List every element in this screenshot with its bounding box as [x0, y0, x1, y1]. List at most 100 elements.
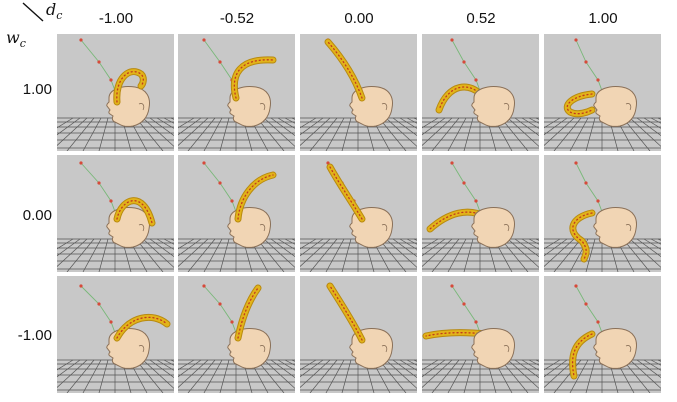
render-cell — [544, 34, 661, 151]
head-model — [227, 207, 271, 248]
control-point — [596, 78, 600, 82]
col-header-4: 0.52 — [466, 10, 496, 27]
control-guide — [450, 161, 483, 218]
floor-grid — [300, 117, 417, 151]
control-point — [97, 302, 101, 306]
floor-grid — [178, 117, 295, 151]
col-header-5: 1.00 — [588, 10, 618, 27]
hair-strand — [230, 56, 277, 102]
control-point — [584, 60, 588, 64]
render-scene — [422, 155, 539, 272]
render-scene — [422, 34, 539, 151]
head-model — [471, 207, 515, 248]
control-point — [596, 199, 600, 203]
render-scene — [57, 155, 174, 272]
hair-strand — [113, 313, 171, 342]
control-point — [596, 320, 600, 324]
head-model — [106, 207, 150, 248]
corner-divider-line — [22, 2, 44, 22]
control-point — [462, 181, 466, 185]
control-guide — [574, 284, 605, 339]
floor-grid — [422, 359, 539, 393]
control-point — [574, 38, 578, 42]
control-point — [474, 78, 478, 82]
control-guide — [574, 38, 605, 97]
head-model — [593, 207, 637, 248]
row-axis-sub: c — [19, 37, 26, 51]
control-point — [109, 320, 113, 324]
render-scene — [178, 276, 295, 393]
render-scene — [544, 155, 661, 272]
hair-strand — [569, 209, 596, 263]
control-guide — [202, 161, 239, 218]
control-point — [218, 60, 222, 64]
render-cell — [544, 155, 661, 272]
control-point — [79, 38, 83, 42]
control-point — [109, 199, 113, 203]
render-cell — [422, 155, 539, 272]
render-scene — [300, 276, 417, 393]
control-point — [474, 199, 478, 203]
render-scene — [300, 155, 417, 272]
control-point — [202, 284, 206, 288]
render-cell — [300, 155, 417, 272]
col-axis-sub: c — [56, 9, 63, 23]
row-label-3: -1.00 — [17, 327, 52, 344]
head-model — [471, 328, 515, 369]
hair-strand — [326, 163, 366, 223]
render-scene — [422, 276, 539, 393]
col-axis-symbol: dc — [46, 0, 62, 22]
head-model — [593, 86, 637, 127]
hair-strand — [326, 282, 366, 344]
control-point — [79, 284, 83, 288]
render-scene — [178, 155, 295, 272]
head-model — [593, 328, 637, 369]
head-model — [106, 86, 150, 127]
render-scene — [544, 34, 661, 151]
control-point — [450, 161, 454, 165]
control-point — [202, 38, 206, 42]
row-axis-symbol: wc — [6, 28, 26, 50]
col-header-1: -1.00 — [98, 10, 134, 27]
control-point — [218, 302, 222, 306]
render-scene — [300, 34, 417, 151]
render-cell — [57, 276, 174, 393]
render-scene — [57, 276, 174, 393]
control-point — [474, 320, 478, 324]
hair-strand — [113, 197, 156, 227]
control-point — [462, 60, 466, 64]
control-guide — [79, 38, 118, 97]
row-axis-letter: w — [6, 28, 20, 47]
control-guide — [79, 161, 118, 218]
control-point — [202, 161, 206, 165]
control-point — [97, 181, 101, 185]
render-cell — [57, 155, 174, 272]
control-point — [450, 38, 454, 42]
hair-strand — [113, 68, 147, 106]
render-cell — [422, 34, 539, 151]
render-scene — [57, 34, 174, 151]
control-point — [574, 161, 578, 165]
control-point — [462, 302, 466, 306]
render-cell — [544, 276, 661, 393]
render-cell — [300, 34, 417, 151]
control-guide — [79, 284, 118, 339]
render-cell — [300, 276, 417, 393]
control-point — [230, 320, 234, 324]
head-model — [106, 328, 150, 369]
floor-grid — [544, 238, 661, 272]
render-cell — [178, 155, 295, 272]
control-point — [218, 181, 222, 185]
control-point — [79, 161, 83, 165]
control-guide — [574, 161, 605, 218]
control-point — [574, 284, 578, 288]
head-model — [471, 86, 515, 127]
render-cell — [178, 34, 295, 151]
control-guide — [202, 284, 239, 339]
head-model — [227, 328, 271, 369]
control-point — [109, 78, 113, 82]
col-axis-letter: d — [46, 0, 57, 19]
hair-strand — [563, 90, 596, 118]
hair-strand — [234, 284, 262, 342]
col-header-2: -0.52 — [219, 10, 255, 27]
